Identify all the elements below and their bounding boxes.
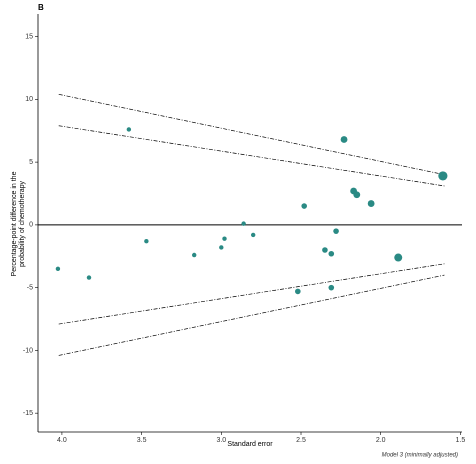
point [328, 284, 335, 291]
caption: Model 3 (minimally adjusted) [382, 453, 458, 459]
point [301, 203, 307, 209]
x-tick-label: 2.0 [376, 437, 386, 444]
point [144, 239, 149, 244]
x-tick-label: 1.5 [456, 437, 466, 444]
point [394, 253, 403, 262]
point [328, 250, 335, 257]
point [219, 245, 224, 250]
panel-label: B [38, 3, 44, 12]
x-tick-label: 4.0 [57, 437, 67, 444]
point [353, 191, 361, 199]
y-tick-label: 10 [25, 96, 33, 103]
point [367, 200, 375, 207]
y-tick-label: 0 [29, 222, 33, 229]
x-axis-label: Standard error [227, 441, 273, 448]
point [86, 275, 92, 280]
point [192, 252, 197, 258]
point [250, 232, 256, 238]
y-axis-label: probability of chemotherapy [19, 181, 26, 267]
point [222, 236, 227, 241]
y-tick-label: -15 [23, 410, 33, 417]
point [126, 127, 132, 132]
x-tick-label: 2.5 [296, 437, 306, 444]
y-axis-label: Percentage-point difference in the [11, 171, 18, 276]
funnel-line [58, 93, 445, 176]
y-tick-label: -5 [27, 284, 33, 291]
x-tick-label: 3.0 [216, 437, 226, 444]
point [340, 136, 348, 143]
y-tick-label: 15 [25, 33, 33, 40]
point [322, 247, 328, 253]
point [438, 171, 448, 181]
y-tick-label: 5 [29, 159, 33, 166]
point [241, 221, 246, 226]
point [333, 228, 339, 234]
point [55, 266, 61, 272]
y-tick-label: -10 [23, 347, 33, 354]
funnel-line [58, 125, 445, 187]
funnel-line [58, 263, 445, 325]
point [295, 288, 301, 295]
x-tick-label: 3.5 [137, 437, 147, 444]
funnel-line [58, 274, 445, 356]
